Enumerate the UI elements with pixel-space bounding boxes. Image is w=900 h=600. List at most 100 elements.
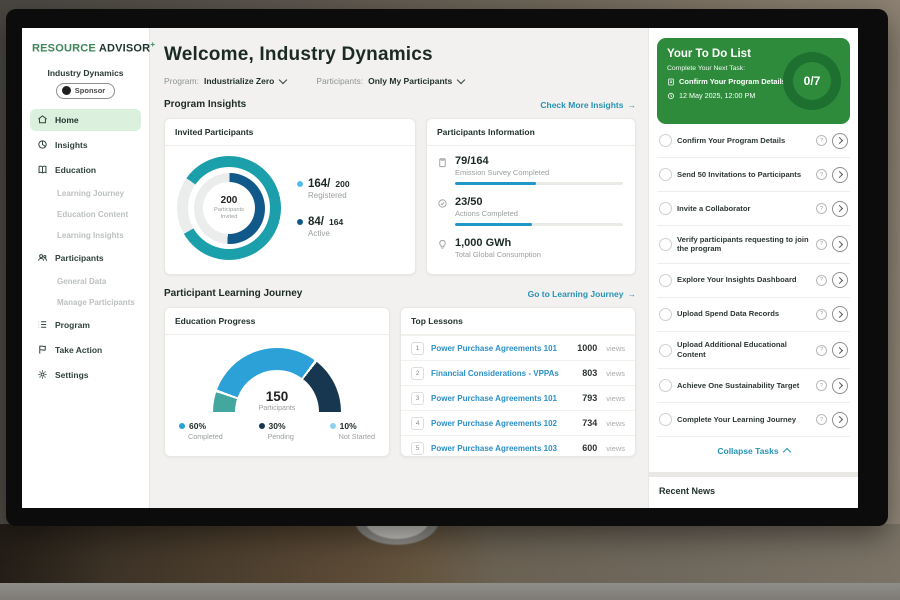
task-row: Upload Spend Data Records ? (657, 298, 850, 332)
recent-news-title: Recent News (659, 486, 848, 496)
card-title: Top Lessons (401, 308, 635, 335)
chevron-right-icon[interactable] (832, 167, 848, 183)
task-checkbox[interactable] (659, 344, 672, 357)
legend-dot (297, 219, 303, 225)
legend-dot (330, 423, 336, 429)
help-icon[interactable]: ? (816, 345, 827, 356)
help-icon[interactable]: ? (816, 135, 827, 146)
sidebar-item-education-content[interactable]: Education Content (30, 205, 141, 224)
sidebar-item-program[interactable]: Program (30, 314, 141, 336)
sidebar-item-take-action[interactable]: Take Action (30, 339, 141, 361)
section-title-learning-journey: Participant Learning Journey (164, 288, 302, 299)
chevron-down-icon (457, 75, 465, 83)
lesson-link[interactable]: Financial Considerations - VPPAs (431, 369, 575, 378)
lesson-link[interactable]: Power Purchase Agreements 101 (431, 344, 570, 353)
flag-icon (37, 344, 48, 355)
lesson-row: 4 Power Purchase Agreements 102 734 view… (401, 410, 635, 435)
home-icon (37, 114, 48, 125)
task-checkbox[interactable] (659, 202, 672, 215)
task-row: Invite a Collaborator ? (657, 192, 850, 226)
program-filter[interactable]: Program: Industrialize Zero (164, 76, 286, 86)
collapse-tasks-link[interactable]: Collapse Tasks (657, 446, 850, 456)
section-title-program-insights: Program Insights (164, 99, 246, 110)
help-icon[interactable]: ? (816, 380, 827, 391)
recent-news-card: Recent News (649, 472, 858, 508)
chevron-down-icon (279, 75, 287, 83)
task-checkbox[interactable] (659, 308, 672, 321)
help-icon[interactable]: ? (816, 239, 827, 250)
chevron-right-icon[interactable] (832, 236, 848, 252)
sidebar-item-settings[interactable]: Settings (30, 364, 141, 386)
task-checkbox[interactable] (659, 413, 672, 426)
top-lessons-card: Top Lessons 1 Power Purchase Agreements … (400, 307, 636, 457)
chevron-right-icon[interactable] (832, 201, 848, 217)
sidebar-item-learning-journey[interactable]: Learning Journey (30, 184, 141, 203)
card-title: Participants Information (427, 119, 635, 146)
invited-participants-card: Invited Participants 200 Participants In… (164, 118, 416, 275)
main-content: Welcome, Industry Dynamics Program: Indu… (150, 28, 648, 508)
help-icon[interactable]: ? (816, 309, 827, 320)
list-icon (37, 319, 48, 330)
task-row: Upload Additional Educational Content ? (657, 332, 850, 370)
help-icon[interactable]: ? (816, 203, 827, 214)
sidebar-item-general-data[interactable]: General Data (30, 272, 141, 291)
metric-actions-completed: 23/50 Actions Completed (437, 196, 623, 226)
gear-icon (37, 369, 48, 380)
participants-filter[interactable]: Participants: Only My Participants (316, 76, 464, 86)
legend-dot (179, 423, 185, 429)
chevron-right-icon[interactable] (832, 133, 848, 149)
lesson-row: 2 Financial Considerations - VPPAs 803 v… (401, 360, 635, 385)
check-more-insights-link[interactable]: Check More Insights → (540, 100, 636, 110)
task-row: Send 50 Invitations to Participants ? (657, 158, 850, 192)
gauge-center-value: 150 (213, 389, 341, 404)
todo-progress-ring: 0/7 (783, 52, 841, 110)
donut-center-label: Participants Invited (206, 207, 252, 221)
chevron-right-icon[interactable] (832, 378, 848, 394)
card-title: Invited Participants (165, 119, 415, 146)
legend-not-started: 10% Not Started (330, 421, 375, 441)
lesson-row: 3 Power Purchase Agreements 101 793 view… (401, 385, 635, 410)
rank-badge: 1 (411, 342, 424, 355)
sidebar-item-participants[interactable]: Participants (30, 247, 141, 269)
sidebar-item-insights[interactable]: Insights (30, 134, 141, 156)
help-icon[interactable]: ? (816, 414, 827, 425)
lesson-link[interactable]: Power Purchase Agreements 103 (431, 444, 575, 453)
go-to-learning-journey-link[interactable]: Go to Learning Journey → (528, 289, 636, 299)
document-icon (667, 78, 675, 86)
todo-panel: Your To Do List Complete Your Next Task:… (648, 28, 858, 508)
lesson-link[interactable]: Power Purchase Agreements 101 (431, 394, 575, 403)
chevron-right-icon[interactable] (832, 412, 848, 428)
help-icon[interactable]: ? (816, 169, 827, 180)
chevron-right-icon[interactable] (832, 342, 848, 358)
app-logo: RESOURCE ADVISOR+ (30, 40, 141, 55)
todo-summary-card: Your To Do List Complete Your Next Task:… (657, 38, 850, 124)
check-circle-icon (437, 198, 448, 209)
lesson-link[interactable]: Power Purchase Agreements 102 (431, 419, 575, 428)
sponsor-badge: Sponsor (56, 83, 115, 99)
chevron-right-icon[interactable] (832, 272, 848, 288)
task-checkbox[interactable] (659, 379, 672, 392)
sidebar-item-education[interactable]: Education (30, 159, 141, 181)
sidebar-item-learning-insights[interactable]: Learning Insights (30, 226, 141, 245)
legend-completed: 60% Completed (179, 421, 223, 441)
task-checkbox[interactable] (659, 168, 672, 181)
donut-center-value: 200 (221, 195, 238, 206)
sidebar-item-home[interactable]: Home (30, 109, 141, 131)
chevron-right-icon[interactable] (832, 306, 848, 322)
legend-dot (297, 181, 303, 187)
rank-badge: 2 (411, 367, 424, 380)
survey-icon (437, 157, 448, 168)
sidebar: RESOURCE ADVISOR+ Industry Dynamics Spon… (22, 28, 150, 508)
sponsor-icon (62, 86, 71, 95)
metric-emission-survey: 79/164 Emission Survey Completed (437, 155, 623, 185)
metric-global-consumption: 1,000 GWh Total Global Consumption (437, 237, 623, 259)
task-checkbox[interactable] (659, 134, 672, 147)
users-icon (37, 252, 48, 263)
bulb-icon (437, 239, 448, 250)
sidebar-item-manage-participants[interactable]: Manage Participants (30, 293, 141, 312)
task-checkbox[interactable] (659, 274, 672, 287)
help-icon[interactable]: ? (816, 275, 827, 286)
arrow-right-icon: → (628, 289, 637, 299)
task-checkbox[interactable] (659, 238, 672, 251)
participants-information-card: Participants Information 79/164 Emission… (426, 118, 636, 275)
